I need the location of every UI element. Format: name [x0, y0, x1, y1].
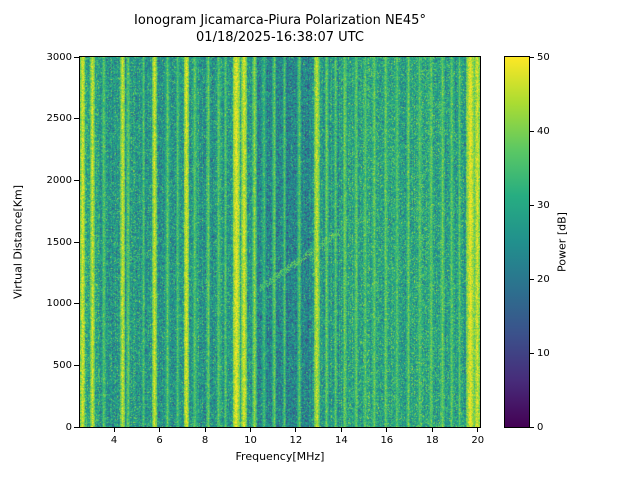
colorbar-tick [530, 204, 534, 206]
x-tick [340, 428, 342, 432]
x-tick-label: 12 [289, 435, 303, 446]
chart-title-line2: 01/18/2025-16:38:07 UTC [196, 30, 364, 45]
x-tick-label: 14 [334, 435, 348, 446]
x-tick-label: 10 [244, 435, 257, 446]
y-tick-label: 1500 [46, 236, 72, 248]
x-tick [386, 428, 388, 432]
colorbar-tick [530, 352, 534, 354]
y-tick [74, 56, 79, 58]
y-tick [74, 118, 79, 120]
colorbar-tick [530, 130, 534, 132]
y-tick [74, 179, 79, 181]
y-axis-label: Virtual Distance[Km] [11, 184, 25, 300]
y-tick [74, 241, 79, 243]
y-tick [74, 303, 79, 305]
colorbar-tick-label: 10 [537, 347, 550, 359]
colorbar-tick-label: 40 [537, 125, 550, 137]
x-axis-label: Frequency[MHz] [235, 450, 325, 463]
x-tick [159, 428, 161, 432]
colorbar-tick [530, 278, 534, 280]
x-tick [249, 428, 251, 432]
colorbar [504, 56, 530, 428]
colorbar-tick [530, 56, 534, 58]
y-tick-label: 1000 [46, 298, 72, 310]
colorbar-tick-label: 20 [537, 273, 550, 285]
x-tick-label: 20 [471, 435, 485, 446]
x-tick-label: 8 [201, 435, 209, 446]
x-tick-label: 6 [156, 435, 163, 446]
x-tick-label: 4 [110, 435, 118, 446]
colorbar-tick-label: 50 [537, 51, 550, 63]
x-tick [431, 428, 433, 432]
colorbar-tick [530, 426, 534, 428]
heatmap-canvas [80, 57, 480, 427]
x-tick-label: 16 [380, 435, 394, 446]
x-tick-label: 18 [425, 435, 439, 446]
y-tick-label: 0 [65, 421, 72, 433]
chart-title-line1: Ionogram Jicamarca-Piura Polarization NE… [134, 13, 426, 28]
x-tick [113, 428, 115, 432]
colorbar-label: Power [dB] [555, 212, 569, 272]
x-tick [295, 428, 297, 432]
y-tick [74, 426, 79, 428]
y-tick-label: 2500 [46, 113, 72, 125]
y-tick-label: 500 [52, 359, 72, 371]
x-tick [477, 428, 479, 432]
y-tick-label: 2000 [46, 174, 72, 186]
colorbar-tick-label: 0 [537, 421, 544, 433]
colorbar-tick-label: 30 [537, 199, 550, 211]
colorbar-gradient [505, 57, 529, 427]
y-tick [74, 364, 79, 366]
y-tick-label: 3000 [46, 51, 72, 63]
x-tick [204, 428, 206, 432]
plot-area [79, 56, 481, 428]
chart-title: Ionogram Jicamarca-Piura Polarization NE… [0, 12, 560, 46]
